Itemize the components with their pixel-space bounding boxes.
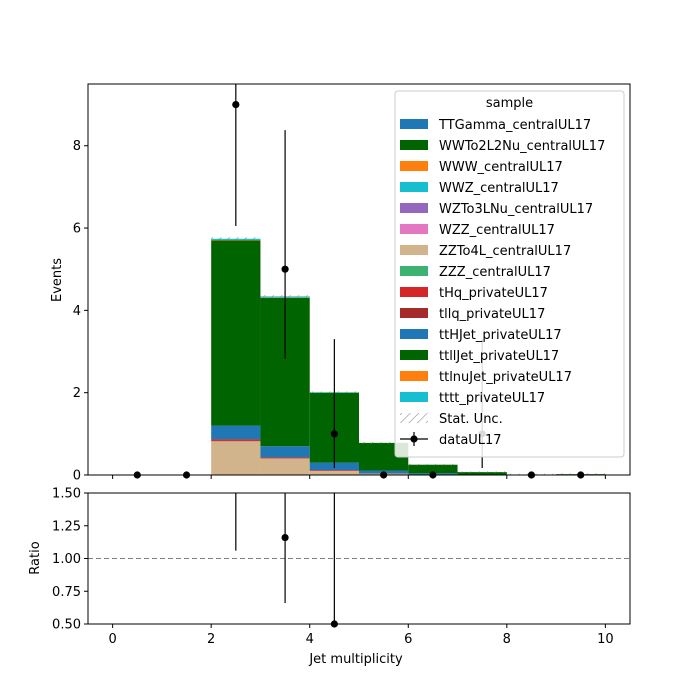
legend-label: Stat. Unc. (439, 412, 503, 427)
ratio-x-tick-label: 4 (306, 632, 314, 647)
main-y-tick-label: 4 (73, 304, 81, 319)
legend-label: WZZ_centralUL17 (439, 223, 555, 238)
ratio-x-tick-label: 6 (404, 632, 412, 647)
ratio-y-axis-title: Ratio (28, 541, 43, 574)
main-axes-frame (87, 83, 631, 476)
ratio-y-tick-label: 1.00 (52, 552, 81, 567)
ratio-y-tick-label: 1.25 (52, 519, 81, 534)
data-point (232, 100, 240, 109)
legend-swatch (400, 392, 428, 402)
legend-label: ttllJet_privateUL17 (439, 349, 559, 364)
legend-label: ZZZ_centralUL17 (439, 265, 551, 280)
stat-unc-segment (359, 442, 409, 444)
bar-segment (211, 441, 261, 475)
bar-segment (211, 425, 261, 440)
bar-segment (211, 439, 261, 441)
main-y-ticks: 0 2 4 6 8 (73, 139, 88, 484)
ratio-x-tick-label: 0 (108, 632, 116, 647)
x-axis-title: Jet multiplicity (308, 652, 403, 667)
ratio-y-tick-label: 1.50 (52, 487, 81, 502)
main-y-tick-label: 8 (73, 139, 81, 154)
bar-segment (408, 464, 458, 474)
legend-label: tllq_privateUL17 (439, 307, 545, 322)
ratio-panel: 0.50 0.75 1.00 1.25 1.50 0 2 4 6 8 10 Ratio Jet m… (28, 487, 631, 667)
legend-label: TTGamma_centralUL17 (438, 118, 591, 133)
bar-segment (260, 457, 310, 459)
main-y-axis-title: Events (50, 258, 65, 302)
legend-label: WWZ_centralUL17 (439, 181, 559, 196)
stat-unc-segment (211, 237, 261, 241)
stat-unc-segment (457, 471, 507, 473)
legend-label: ZZTo4L_centralUL17 (439, 244, 571, 259)
legend-label: ttHJet_privateUL17 (439, 328, 562, 343)
legend-swatch (400, 350, 428, 360)
legend-label: WZTo3LNu_centralUL17 (439, 202, 593, 217)
legend-title: sample (486, 96, 533, 111)
legend-label: tHq_privateUL17 (439, 286, 548, 301)
ratio-y-ticks: 0.50 0.75 1.00 1.25 1.50 (52, 487, 88, 633)
legend-swatch (400, 182, 428, 192)
data-point (281, 265, 289, 273)
legend: sample TTGamma_centralUL17 WWTo2L2Nu_centr… (394, 90, 625, 458)
legend-box (394, 90, 625, 458)
legend-swatch (400, 203, 428, 213)
bar-segment (457, 472, 507, 475)
ratio-y-tick-label: 0.50 (52, 618, 81, 633)
ratio-point (281, 533, 289, 542)
legend-data-marker (410, 435, 418, 443)
legend-label: WWW_centralUL17 (439, 160, 563, 175)
legend-swatch-stat-unc (400, 413, 428, 423)
legend-label: tttt_privateUL17 (439, 391, 545, 406)
legend-label: dataUL17 (439, 433, 502, 448)
main-y-tick-label: 2 (73, 386, 81, 401)
ratio-x-tick-label: 8 (503, 632, 511, 647)
bar-segment (260, 458, 310, 475)
data-point (330, 430, 338, 438)
main-y-tick-label: 6 (73, 222, 81, 237)
bar-segment (211, 440, 261, 442)
main-x-ticks (112, 475, 606, 479)
ratio-x-ticks: 0 2 4 6 8 10 (108, 624, 614, 647)
legend-swatch (400, 308, 428, 318)
bar-segment (211, 240, 261, 426)
legend-swatch (400, 266, 428, 276)
legend-swatch (400, 119, 428, 129)
legend-label: ttlnuJet_privateUL17 (439, 370, 572, 385)
legend-swatch (400, 329, 428, 339)
bar-segment (260, 446, 310, 458)
ratio-y-tick-label: 0.75 (52, 585, 81, 600)
main-panel: 0 2 4 6 8 Events sample TTGamma_centralUL17 WW… (50, 83, 631, 484)
legend-swatch (400, 161, 428, 171)
legend-swatch (400, 371, 428, 381)
legend-swatch (400, 224, 428, 234)
bar-segment (309, 470, 359, 475)
legend-swatch (400, 245, 428, 255)
stat-unc-segment (408, 463, 458, 466)
legend-swatch (400, 140, 428, 150)
ratio-x-tick-label: 10 (597, 632, 614, 647)
main-y-tick-label: 0 (73, 469, 81, 484)
legend-swatch (400, 287, 428, 297)
ratio-x-tick-label: 2 (207, 632, 215, 647)
ratio-points (235, 493, 338, 628)
legend-label: WWTo2L2Nu_centralUL17 (439, 139, 605, 154)
